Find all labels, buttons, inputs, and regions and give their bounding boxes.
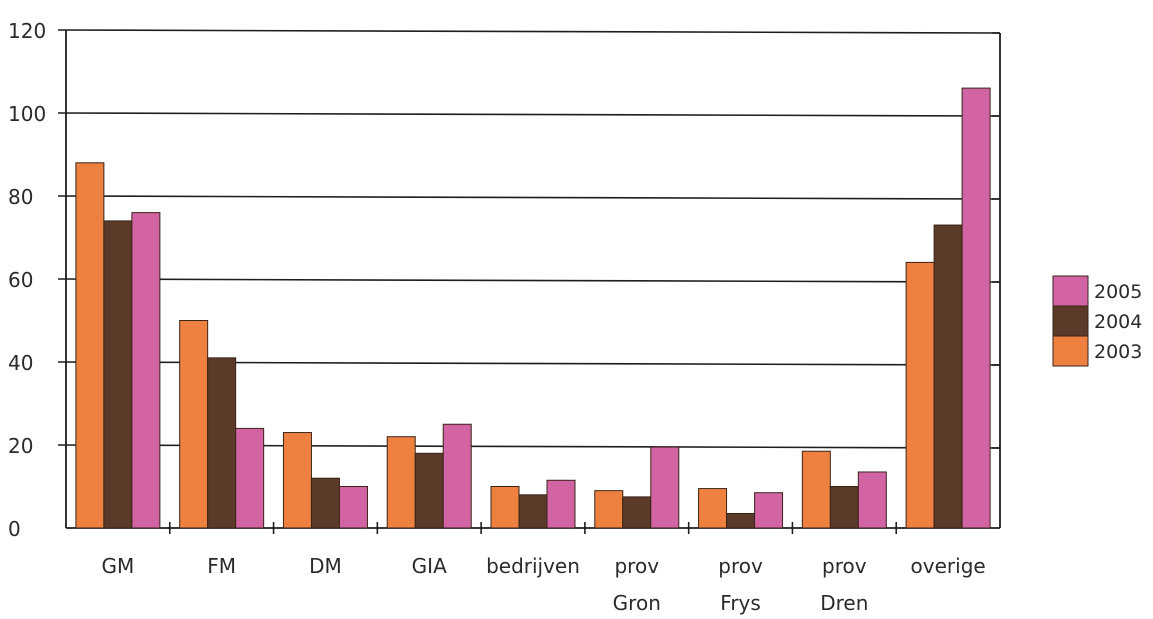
bar-2005 <box>131 212 161 529</box>
y-tick-label: 100 <box>8 102 46 126</box>
bar-2005 <box>235 427 265 529</box>
legend: 2005 2004 2003 <box>1052 275 1142 367</box>
bar-2004 <box>933 224 963 529</box>
x-tick-label: Gron <box>613 591 661 615</box>
bar-2004 <box>207 357 237 529</box>
bar-2004 <box>622 496 652 529</box>
bar-2004 <box>726 512 756 529</box>
x-tick-label: DM <box>309 554 342 578</box>
x-tick-label: GM <box>102 554 135 578</box>
x-tick-label: prov <box>718 554 763 578</box>
gridline <box>57 195 1001 200</box>
x-tick-labels: GM FM DM GIA bedrijven prov Gron prov Frys prov Dr… <box>102 554 986 615</box>
bar-2003 <box>594 490 624 529</box>
bar-2005 <box>442 423 472 529</box>
x-tick-label: Frys <box>720 591 761 615</box>
bars <box>75 87 991 529</box>
bar-2005 <box>650 446 680 529</box>
bar-2003 <box>282 432 312 529</box>
bar-2005 <box>857 471 887 529</box>
x-tick-label: overige <box>911 554 986 578</box>
y-tick-label: 20 <box>8 434 33 458</box>
legend-label: 2003 <box>1094 341 1142 363</box>
legend-label: 2004 <box>1094 311 1142 333</box>
gridline <box>57 29 1001 34</box>
x-tick-label: FM <box>207 554 236 578</box>
y-tick-label: 0 <box>8 517 21 541</box>
y-tick-label: 60 <box>8 268 33 292</box>
x-tick-label: GIA <box>412 554 447 578</box>
legend-swatch-2004 <box>1052 305 1089 337</box>
bar-2004 <box>829 486 859 529</box>
x-tick-label: prov <box>822 554 867 578</box>
legend-swatch-2003 <box>1052 335 1089 367</box>
bar-2003 <box>698 488 728 529</box>
y-tick-label: 120 <box>8 19 46 43</box>
bar-2004 <box>310 477 340 529</box>
bar-2003 <box>75 162 105 529</box>
legend-label: 2005 <box>1094 281 1142 303</box>
bar-2005 <box>546 479 576 529</box>
y-tick-label: 40 <box>8 351 33 375</box>
bar-2003 <box>386 436 416 529</box>
x-tick-label: prov <box>614 554 659 578</box>
bar-2005 <box>338 486 368 529</box>
gridline <box>57 112 1001 117</box>
x-tick-label: Dren <box>820 591 868 615</box>
bar-2003 <box>905 261 935 529</box>
gridline <box>57 278 1001 283</box>
legend-swatch-2005 <box>1052 275 1089 307</box>
y-tick-label: 80 <box>8 185 33 209</box>
bar-2004 <box>518 494 548 529</box>
bar-2004 <box>103 220 133 529</box>
x-tick-label: bedrijven <box>486 554 580 578</box>
bar-2003 <box>801 450 831 529</box>
bar-2003 <box>490 486 520 529</box>
bar-2003 <box>179 320 209 529</box>
bar-2004 <box>414 452 444 529</box>
y-tick-labels: 0 20 40 60 80 100 120 <box>8 19 46 541</box>
bar-2005 <box>754 492 784 529</box>
bar-2005 <box>961 87 991 529</box>
